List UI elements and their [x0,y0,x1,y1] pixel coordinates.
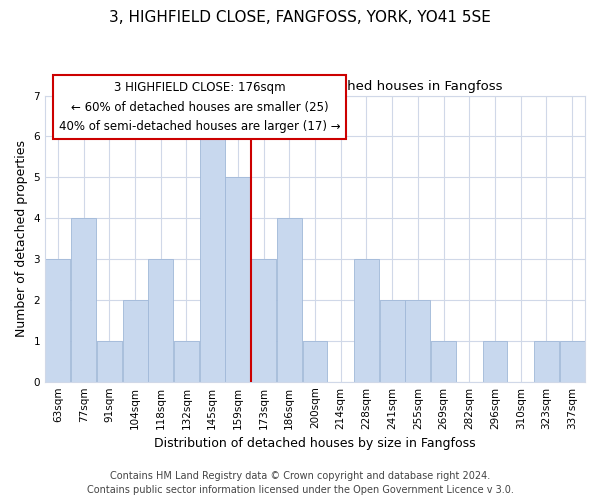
Bar [431,341,456,382]
Bar [302,341,328,382]
Bar [406,300,430,382]
Bar [354,259,379,382]
Bar [380,300,404,382]
Title: Size of property relative to detached houses in Fangfoss: Size of property relative to detached ho… [127,80,503,93]
Bar [277,218,302,382]
Bar [534,341,559,382]
Bar [200,136,224,382]
Bar [97,341,122,382]
Bar [560,341,584,382]
Bar [174,341,199,382]
Bar [122,300,148,382]
Bar [46,259,70,382]
Bar [226,178,250,382]
Text: Contains HM Land Registry data © Crown copyright and database right 2024.
Contai: Contains HM Land Registry data © Crown c… [86,471,514,495]
Bar [482,341,508,382]
Text: 3, HIGHFIELD CLOSE, FANGFOSS, YORK, YO41 5SE: 3, HIGHFIELD CLOSE, FANGFOSS, YORK, YO41… [109,10,491,25]
Y-axis label: Number of detached properties: Number of detached properties [15,140,28,337]
X-axis label: Distribution of detached houses by size in Fangfoss: Distribution of detached houses by size … [154,437,476,450]
Text: 3 HIGHFIELD CLOSE: 176sqm
← 60% of detached houses are smaller (25)
40% of semi-: 3 HIGHFIELD CLOSE: 176sqm ← 60% of detac… [59,81,340,133]
Bar [148,259,173,382]
Bar [71,218,96,382]
Bar [251,259,276,382]
